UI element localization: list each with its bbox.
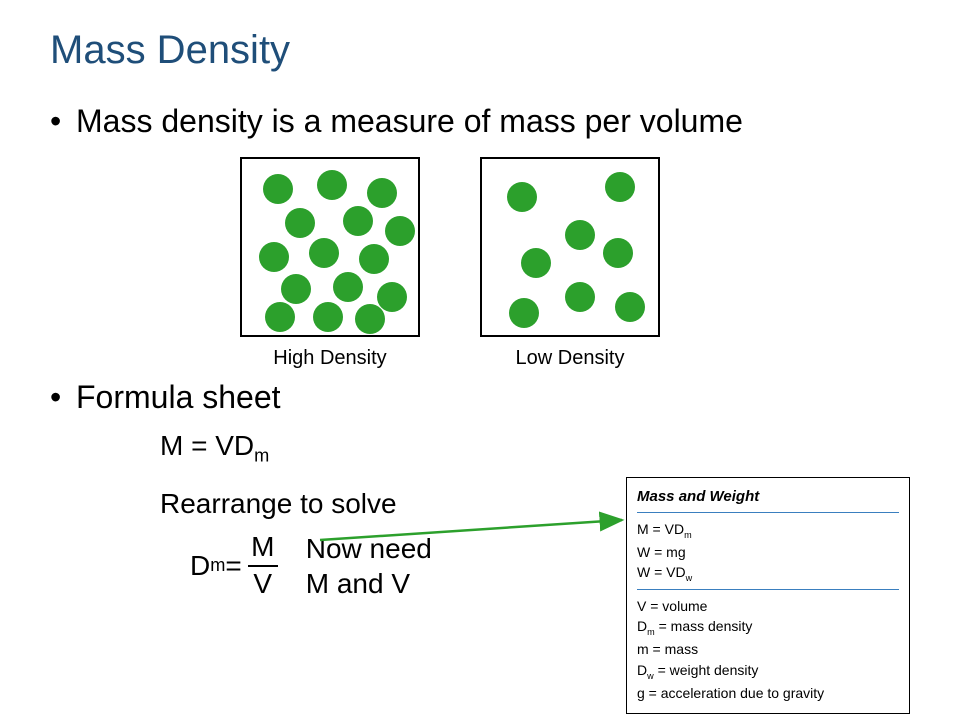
ref-box-title: Mass and Weight (637, 486, 899, 508)
ref-eq-1: M = VDm (637, 519, 899, 542)
formula-line1-prefix: M = VD (160, 430, 254, 461)
ref-eq-2: W = mg (637, 542, 899, 562)
reference-box: Mass and Weight M = VDm W = mg W = VDw V… (626, 477, 910, 714)
low-density-caption: Low Density (480, 345, 660, 371)
now-need-line2: M and V (306, 566, 432, 601)
ref-hr-1 (637, 512, 899, 513)
fraction-bar (248, 565, 278, 567)
low-density-box: Low Density (480, 157, 660, 371)
bullet-1: • Mass density is a measure of mass per … (50, 101, 910, 143)
ref-defs: V = volumeDm = mass densitym = massDw = … (637, 596, 899, 703)
ref-hr-2 (637, 589, 899, 590)
formula-equals: = (225, 548, 241, 584)
density-diagrams: High Density Low Density (240, 157, 910, 371)
fraction-denominator: V (253, 569, 272, 600)
ref-eq1-pre: M = VD (637, 521, 684, 537)
ref-def-line: V = volume (637, 596, 899, 616)
fraction-numerator: M (251, 532, 274, 563)
high-density-box: High Density (240, 157, 420, 371)
bullet-2: • Formula sheet (50, 377, 910, 419)
high-density-caption: High Density (240, 345, 420, 371)
bullet-dot-icon: • (50, 377, 76, 419)
slide-title: Mass Density (50, 28, 910, 73)
ref-eq-3: W = VDw (637, 562, 899, 585)
ref-def-line: Dw = weight density (637, 660, 899, 683)
bullet-2-text: Formula sheet (76, 377, 910, 419)
formula-line1-sub: m (254, 446, 269, 466)
ref-eq1-sub: m (684, 530, 692, 540)
low-density-svg (480, 157, 660, 337)
now-need-line1: Now need (306, 531, 432, 566)
ref-eq3-sub: w (686, 573, 693, 583)
formula-m-equals-vdm: M = VDm (160, 428, 910, 468)
ref-def-line: m = mass (637, 639, 899, 659)
ref-def-line: g = acceleration due to gravity (637, 683, 899, 703)
fraction: M V (248, 532, 278, 600)
formula-lhs-sub: m (210, 554, 225, 578)
ref-eq3-pre: W = VD (637, 564, 686, 580)
formula-dm-equals-m-over-v: Dm = M V (190, 532, 278, 600)
bullet-1-text: Mass density is a measure of mass per vo… (76, 101, 910, 143)
formula-lhs-prefix: D (190, 548, 210, 584)
high-density-svg (240, 157, 420, 337)
now-need-text: Now need M and V (306, 531, 432, 601)
ref-def-line: Dm = mass density (637, 616, 899, 639)
slide: Mass Density • Mass density is a measure… (0, 0, 960, 720)
bullet-dot-icon: • (50, 101, 76, 143)
